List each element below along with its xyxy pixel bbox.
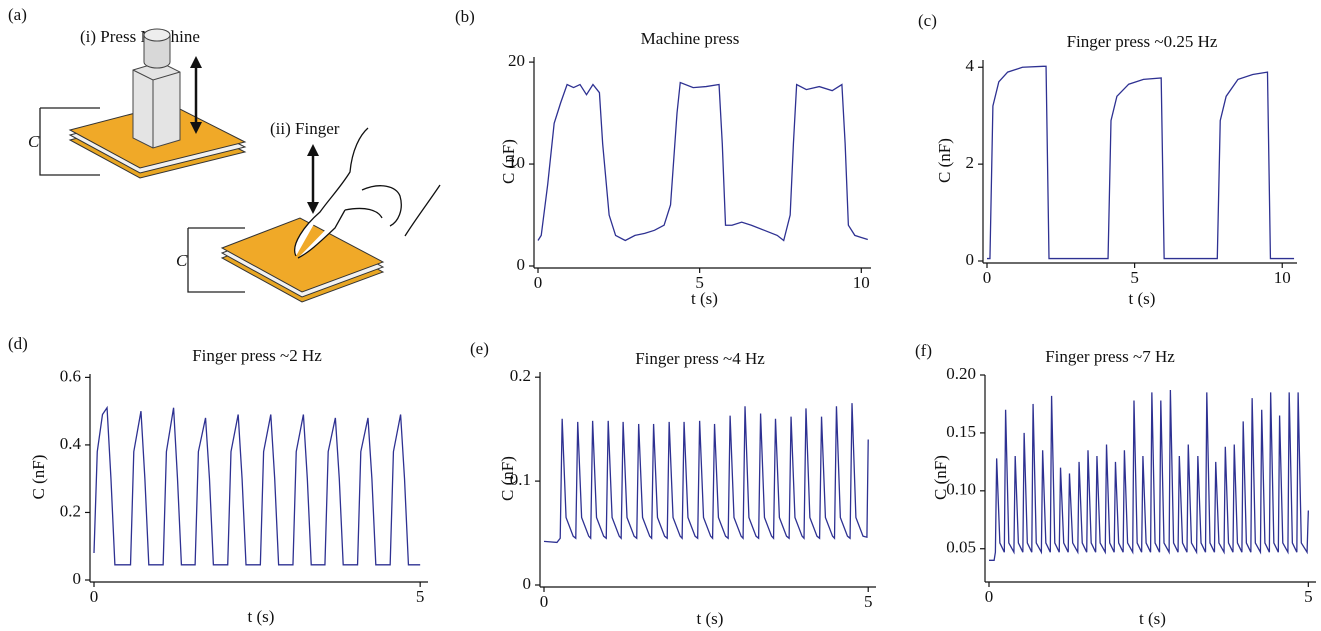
x-tick-label: 5 (1130, 268, 1139, 287)
y-axis-label: C (nF) (498, 456, 517, 501)
y-tick-label: 0.15 (946, 422, 976, 441)
y-tick-label: 10 (508, 153, 525, 172)
y-axis-label: C (nF) (499, 139, 518, 184)
x-tick-label: 0 (540, 592, 549, 611)
y-tick-label: 0.6 (60, 366, 81, 385)
chart-title: Finger press ~4 Hz (635, 349, 765, 368)
x-tick-label: 0 (983, 268, 992, 287)
y-tick-label: 2 (966, 153, 975, 172)
y-axis-label: C (nF) (935, 138, 954, 183)
arrow-head (307, 202, 319, 214)
panel-label: (e) (470, 339, 489, 358)
chart-title: Finger press ~0.25 Hz (1067, 32, 1218, 51)
x-axis-label: t (s) (1129, 289, 1156, 308)
x-tick-label: 10 (1274, 268, 1291, 287)
y-axis-label: C (nF) (931, 455, 950, 500)
x-tick-label: 5 (416, 587, 425, 606)
x-axis-label: t (s) (691, 289, 718, 308)
y-tick-label: 0.10 (946, 480, 976, 499)
x-axis-label: t (s) (1139, 609, 1166, 628)
diagram: (a) (i) Press Machine (ii) Finger C C (8, 5, 441, 303)
wire (187, 227, 245, 293)
x-tick-label: 5 (864, 592, 873, 611)
arrow-head (307, 144, 319, 156)
y-axis-label: C (nF) (29, 455, 48, 500)
y-tick-label: 0 (517, 255, 526, 274)
panel-label: (d) (8, 334, 28, 353)
arrow-head (190, 56, 202, 68)
y-tick-label: 20 (508, 51, 525, 70)
arrow-head (190, 122, 202, 134)
finger (294, 127, 441, 259)
y-tick-label: 0.4 (60, 434, 82, 453)
x-tick-label: 10 (853, 273, 870, 292)
data-line (543, 403, 869, 544)
y-tick-label: 0.2 (60, 501, 81, 520)
wire (39, 107, 100, 176)
panel-label: (f) (915, 341, 932, 360)
chart-title: Finger press ~2 Hz (192, 346, 322, 365)
x-axis-label: t (s) (697, 609, 724, 628)
x-tick-label: 0 (90, 587, 99, 606)
data-line (93, 405, 421, 566)
press-edge (132, 69, 181, 148)
data-line (537, 81, 868, 242)
x-axis-label: t (s) (248, 607, 275, 626)
chart-title: Finger press ~7 Hz (1045, 347, 1175, 366)
chart-title: Machine press (641, 29, 740, 48)
press-head-top (143, 28, 171, 42)
y-tick-label: 0 (523, 574, 532, 593)
press-label: (i) Press Machine (80, 27, 200, 46)
cap-label: C (28, 132, 40, 151)
cap-label: C (176, 251, 188, 270)
panel-label: (b) (455, 7, 475, 26)
x-tick-label: 0 (985, 587, 994, 606)
x-tick-label: 5 (1304, 587, 1313, 606)
x-tick-label: 0 (534, 273, 543, 292)
data-line (989, 390, 1309, 561)
y-tick-label: 0.20 (946, 364, 976, 383)
y-tick-label: 0.05 (946, 538, 976, 557)
y-tick-label: 0.1 (510, 470, 531, 489)
y-tick-label: 0 (73, 569, 82, 588)
y-tick-label: 0.2 (510, 366, 531, 385)
y-tick-label: 0 (966, 250, 975, 269)
press-head (143, 35, 171, 69)
panel-label: (a) (8, 5, 27, 24)
press-block (132, 61, 181, 149)
data-line (987, 65, 1295, 260)
x-tick-label: 5 (695, 273, 704, 292)
y-tick-label: 4 (966, 56, 975, 75)
panel-label: (c) (918, 11, 937, 30)
finger-label: (ii) Finger (270, 119, 340, 138)
